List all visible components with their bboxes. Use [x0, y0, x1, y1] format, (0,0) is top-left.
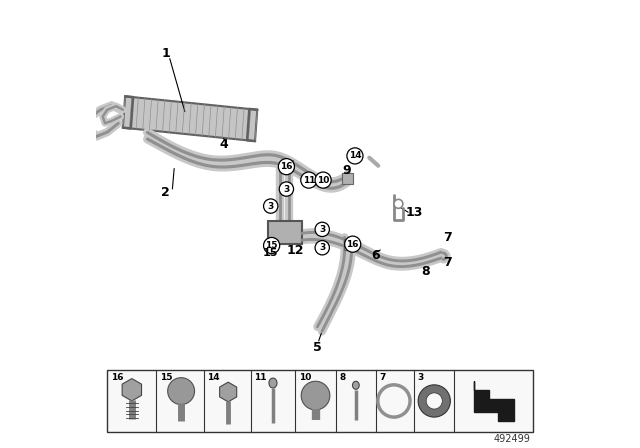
Text: 2: 2 [161, 186, 170, 199]
Circle shape [264, 237, 280, 254]
Text: 3: 3 [268, 202, 274, 211]
Bar [282, 160, 292, 171]
Circle shape [315, 222, 330, 237]
Text: 8: 8 [421, 264, 429, 278]
Text: 10: 10 [299, 373, 311, 382]
FancyBboxPatch shape [107, 370, 532, 432]
Circle shape [394, 199, 403, 208]
Polygon shape [474, 381, 514, 421]
Text: 12: 12 [287, 244, 304, 258]
Text: 11: 11 [303, 176, 315, 185]
Text: 6: 6 [372, 249, 380, 262]
Text: 1: 1 [161, 47, 170, 60]
Circle shape [301, 172, 317, 188]
Text: 15: 15 [266, 241, 278, 250]
Circle shape [426, 393, 442, 409]
Text: 16: 16 [346, 240, 359, 249]
Text: 3: 3 [418, 373, 424, 382]
Text: 8: 8 [339, 373, 346, 382]
Text: 7: 7 [380, 373, 386, 382]
Text: 3: 3 [319, 225, 325, 234]
Text: 5: 5 [314, 340, 322, 354]
Text: 14: 14 [207, 373, 220, 382]
Circle shape [301, 381, 330, 410]
Text: 7: 7 [444, 231, 452, 244]
Text: 11: 11 [254, 373, 267, 382]
Bar [342, 173, 353, 184]
Circle shape [264, 199, 278, 213]
Circle shape [279, 182, 294, 196]
Text: 7: 7 [444, 255, 452, 269]
Ellipse shape [353, 381, 359, 389]
Circle shape [315, 172, 332, 188]
Text: 10: 10 [317, 176, 330, 185]
Text: 9: 9 [342, 164, 351, 177]
Circle shape [168, 378, 195, 405]
Text: 13: 13 [405, 206, 423, 220]
Text: 4: 4 [220, 138, 228, 151]
Text: 15: 15 [160, 373, 173, 382]
Text: 16: 16 [111, 373, 124, 382]
Ellipse shape [269, 378, 277, 388]
Text: 492499: 492499 [493, 434, 531, 444]
Polygon shape [123, 96, 257, 141]
Bar [344, 239, 355, 250]
Circle shape [418, 385, 451, 417]
Circle shape [315, 241, 330, 255]
Text: 16: 16 [280, 162, 292, 171]
Circle shape [278, 159, 294, 175]
Text: 3: 3 [284, 185, 289, 194]
Text: 14: 14 [349, 151, 361, 160]
Text: 15: 15 [263, 248, 278, 258]
Text: 3: 3 [319, 243, 325, 252]
FancyBboxPatch shape [269, 221, 302, 244]
Circle shape [344, 236, 361, 252]
Circle shape [347, 148, 363, 164]
